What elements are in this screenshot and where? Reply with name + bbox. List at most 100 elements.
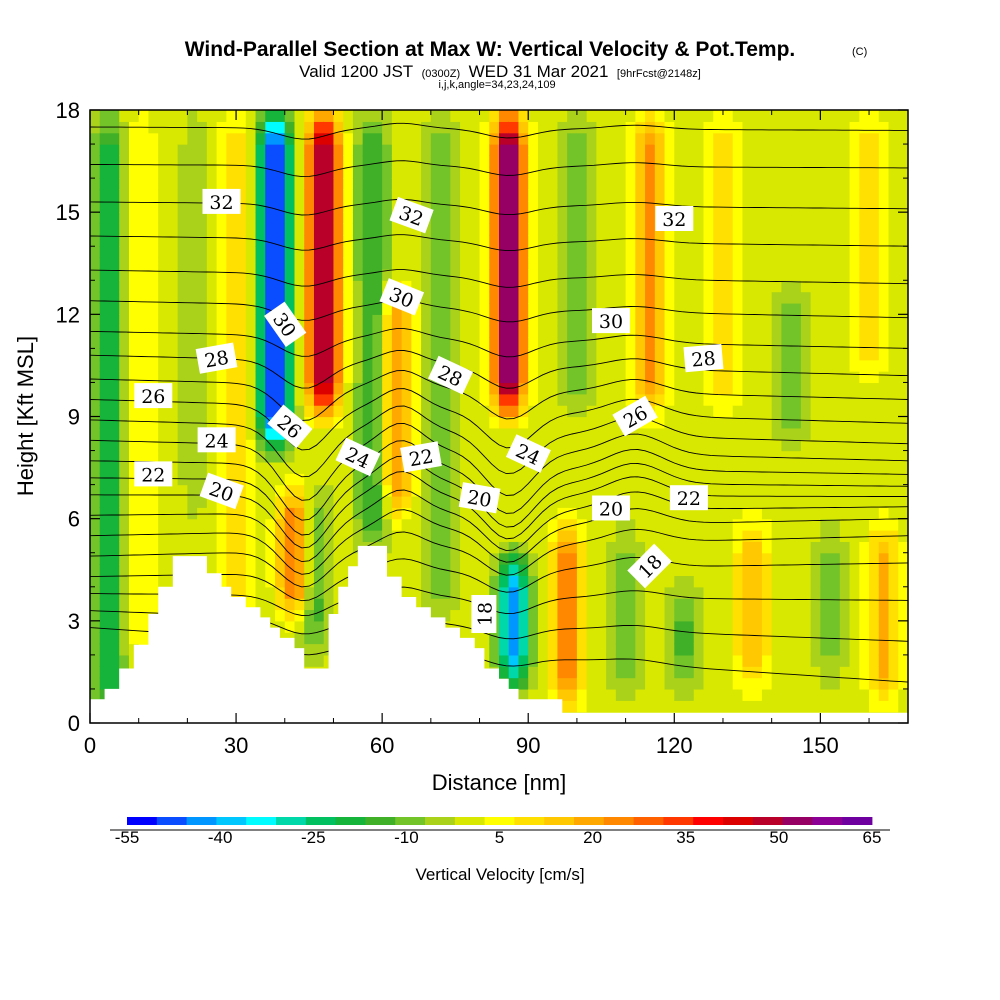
velocity-cell [713,620,724,633]
velocity-cell [761,393,773,406]
colorbar-swatch [752,817,783,825]
velocity-cell [333,110,344,122]
velocity-cell [372,507,383,520]
velocity-cell [323,518,335,531]
velocity-cell [839,280,851,293]
velocity-cell [693,530,705,542]
velocity-cell [119,268,130,281]
velocity-cell [820,212,831,225]
velocity-cell [245,257,257,270]
velocity-cell [596,427,607,440]
velocity-cell [722,314,734,327]
velocity-cell [742,178,753,191]
velocity-cell [810,393,821,406]
velocity-cell [294,348,305,361]
velocity-cell [635,495,646,508]
velocity-cell [489,337,500,349]
velocity-cell [606,518,617,531]
velocity-cell [489,552,500,565]
velocity-cell [761,178,773,191]
velocity-cell [586,382,597,395]
velocity-cell [255,371,266,384]
velocity-cell [255,598,266,611]
velocity-cell [898,688,908,701]
velocity-cell [586,280,597,293]
velocity-cell [343,212,354,225]
velocity-cell [440,382,451,395]
velocity-cell [800,189,812,202]
velocity-cell [109,348,120,361]
velocity-cell [888,427,899,440]
velocity-cell [99,620,111,633]
velocity-cell [800,200,812,213]
velocity-cell [703,155,714,168]
velocity-cell [606,666,617,679]
velocity-cell [586,586,597,599]
velocity-cell [128,518,140,531]
velocity-cell [898,110,908,122]
y-tick-label: 18 [56,98,80,123]
velocity-cell [791,189,802,202]
velocity-cell [167,359,179,372]
velocity-cell [898,677,908,690]
velocity-cell [576,405,588,418]
velocity-cell [148,416,159,429]
velocity-cell [830,348,841,361]
velocity-cell [421,234,432,247]
velocity-cell [158,257,169,270]
velocity-cell [898,291,908,304]
velocity-cell [752,121,763,134]
velocity-cell [294,291,305,304]
velocity-cell [518,178,529,191]
velocity-cell [401,495,412,508]
velocity-cell [869,337,880,349]
velocity-cell [869,564,880,577]
velocity-cell [343,314,354,327]
velocity-cell [781,461,792,474]
velocity-cell [859,541,870,554]
velocity-cell [226,246,237,259]
velocity-cell [109,144,120,157]
velocity-cell [255,530,266,542]
velocity-cell [693,302,705,315]
velocity-cell [635,132,646,145]
velocity-cell [362,166,374,179]
velocity-cell [625,178,636,191]
velocity-cell [167,530,179,542]
velocity-cell [557,450,568,463]
velocity-cell [411,405,422,418]
velocity-cell [839,337,851,349]
velocity-cell [654,632,666,645]
velocity-cell [323,598,335,611]
velocity-cell [732,234,744,247]
velocity-cell [177,461,188,474]
velocity-cell [576,700,588,713]
velocity-cell [236,450,247,463]
velocity-cell [606,359,617,372]
velocity-cell [752,439,763,452]
velocity-cell [576,166,588,179]
velocity-cell [703,620,714,633]
velocity-cell [236,325,247,338]
velocity-cell [528,110,539,122]
velocity-cell [703,268,714,281]
velocity-cell [888,507,899,520]
velocity-cell [518,598,529,611]
velocity-cell [722,280,734,293]
x-tick-label: 120 [656,733,693,758]
contour-label: 22 [400,441,442,473]
velocity-cell [119,461,130,474]
velocity-cell [401,586,412,599]
velocity-cell [421,132,432,145]
velocity-cell [430,212,442,225]
theta-contour [90,370,908,421]
velocity-cell [722,586,734,599]
velocity-cell [177,291,188,304]
velocity-cell [226,518,237,531]
velocity-cell [372,166,383,179]
velocity-cell [810,552,821,565]
velocity-cell [869,598,880,611]
velocity-cell [99,450,111,463]
velocity-cell [615,132,627,145]
velocity-cell [537,541,549,554]
